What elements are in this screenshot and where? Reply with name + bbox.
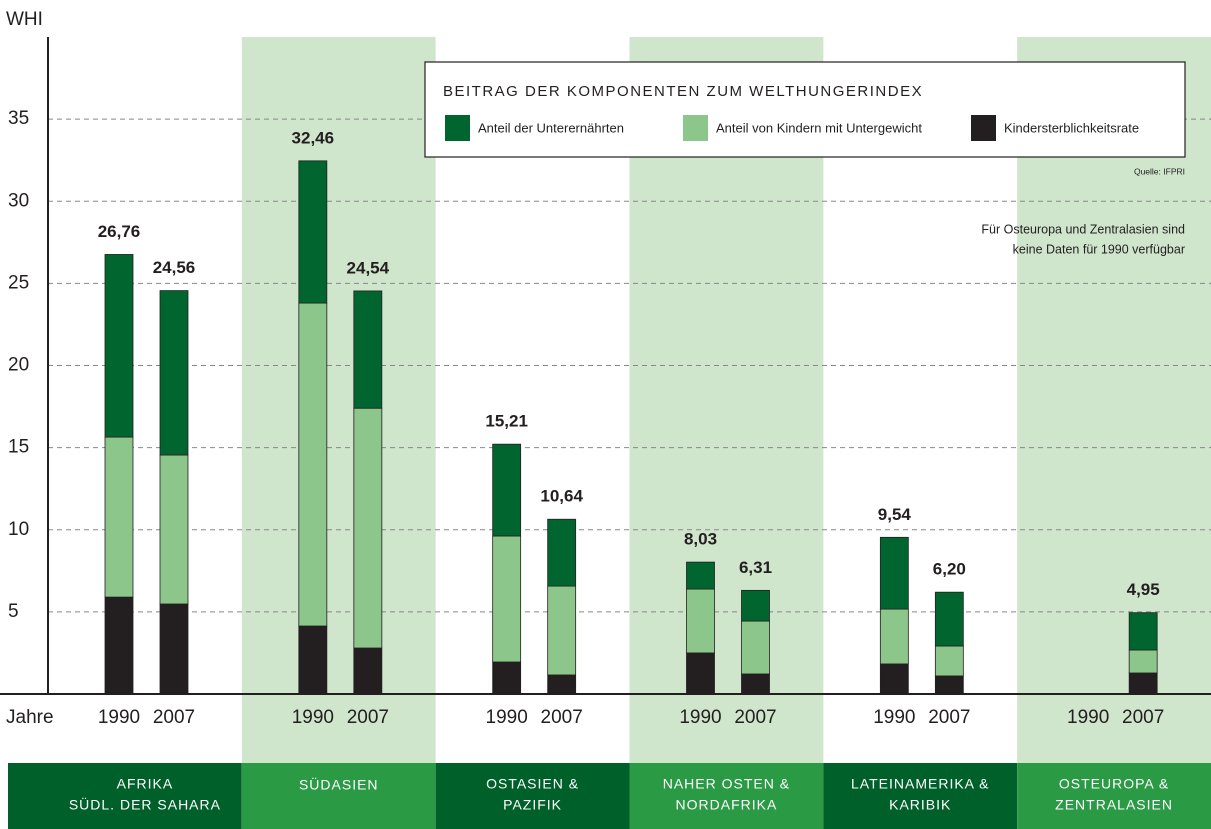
region-label: ZENTRALASIEN xyxy=(1055,797,1173,813)
x-axis-label: Jahre xyxy=(6,707,54,728)
value-label: 6,31 xyxy=(739,558,772,577)
bar-segment xyxy=(741,673,770,695)
value-label: 15,21 xyxy=(485,412,528,431)
y-tick-label: 35 xyxy=(8,108,29,129)
bar-segment xyxy=(104,596,134,695)
bar-segment xyxy=(1128,612,1158,651)
y-tick-label: 30 xyxy=(8,190,29,211)
x-tick-label: 1990 xyxy=(98,707,140,728)
region-label: OSTASIEN & xyxy=(486,776,579,792)
x-tick-label: 1990 xyxy=(1067,707,1109,728)
group-band xyxy=(629,37,824,829)
bar-segment xyxy=(298,160,328,304)
value-label: 26,76 xyxy=(98,222,141,241)
x-tick-label: 2007 xyxy=(928,707,970,728)
legend-title: BEITRAG DER KOMPONENTEN ZUM WELTHUNGERIN… xyxy=(443,83,923,100)
bar-segment xyxy=(159,603,189,695)
y-tick-label: 10 xyxy=(8,519,29,540)
bar-segment xyxy=(879,663,909,695)
bar-segment xyxy=(159,290,189,456)
region-label: OSTEUROPA & xyxy=(1059,776,1169,792)
bar-segment xyxy=(104,254,134,438)
bar-segment xyxy=(492,535,522,663)
group-band xyxy=(241,37,436,829)
region-strip xyxy=(629,763,824,829)
bar-segment xyxy=(686,588,715,654)
x-tick-label: 2007 xyxy=(347,707,389,728)
value-label: 4,95 xyxy=(1127,580,1160,599)
legend-label: Anteil von Kindern mit Untergewicht xyxy=(716,120,922,135)
legend-swatch xyxy=(971,115,996,141)
region-strip xyxy=(823,763,1018,829)
x-tick-label: 1990 xyxy=(679,707,721,728)
value-label: 24,56 xyxy=(153,258,196,277)
region-label: LATEINAMERIKA & xyxy=(851,776,989,792)
region-label: NORDAFRIKA xyxy=(676,797,778,813)
bar-segment xyxy=(879,536,909,610)
bar-segment xyxy=(686,561,715,590)
bar-segment xyxy=(741,589,770,622)
bar-segment xyxy=(492,443,522,537)
note: Für Osteuropa und Zentralasien sind xyxy=(981,222,1185,236)
bar-segment xyxy=(353,407,383,649)
bar-segment xyxy=(879,608,909,665)
region-label: AFRIKA xyxy=(117,776,174,792)
region-label: PAZIFIK xyxy=(503,797,562,813)
bar-segment xyxy=(298,625,328,695)
value-label: 9,54 xyxy=(878,505,912,524)
region-strip xyxy=(435,763,630,829)
region-label: SÜDASIEN xyxy=(299,776,379,793)
x-tick-label: 1990 xyxy=(873,707,915,728)
bar-segment xyxy=(934,675,964,695)
x-tick-label: 1990 xyxy=(292,707,334,728)
source: Quelle: IFPRI xyxy=(1134,166,1185,176)
x-tick-label: 2007 xyxy=(734,707,776,728)
bar-segment xyxy=(547,518,577,587)
bar-segment xyxy=(547,674,577,695)
group-band xyxy=(1017,37,1211,829)
value-label: 32,46 xyxy=(292,128,335,147)
note: keine Daten für 1990 verfügbar xyxy=(1013,242,1185,256)
y-tick-label: 15 xyxy=(8,437,29,458)
region-strip xyxy=(241,763,436,829)
bar-segment xyxy=(492,661,522,695)
value-label: 24,54 xyxy=(347,258,390,277)
value-label: 10,64 xyxy=(540,487,583,506)
bar-segment xyxy=(353,290,383,409)
y-tick-label: 5 xyxy=(8,601,19,622)
legend-label: Anteil der Unterernährten xyxy=(478,120,624,135)
region-label: KARIBIK xyxy=(889,797,951,813)
legend-label: Kindersterblichkeitsrate xyxy=(1004,120,1139,135)
y-tick-label: 25 xyxy=(8,272,29,293)
y-tick-label: 20 xyxy=(8,355,29,376)
bar-segment xyxy=(1128,649,1158,674)
bar-segment xyxy=(1128,672,1158,695)
y-axis-label: WHI xyxy=(6,9,43,30)
region-strip xyxy=(8,763,242,829)
bar-segment xyxy=(934,591,964,647)
bar-segment xyxy=(934,645,964,677)
bar-segment xyxy=(741,620,770,675)
legend-box xyxy=(424,61,1186,158)
legend-swatch xyxy=(445,115,470,141)
region-strip xyxy=(1017,763,1211,829)
region-label: SÜDL. DER SAHARA xyxy=(69,796,221,813)
value-label: 8,03 xyxy=(684,530,717,549)
region-label: NAHER OSTEN & xyxy=(663,776,790,792)
bar-segment xyxy=(547,585,577,676)
x-tick-label: 2007 xyxy=(153,707,195,728)
bar-segment xyxy=(298,302,328,627)
bar-segment xyxy=(159,454,189,605)
bar-segment xyxy=(686,652,715,695)
bar-segment xyxy=(104,436,134,598)
x-tick-label: 2007 xyxy=(1122,707,1164,728)
background xyxy=(8,37,1211,829)
bar-segment xyxy=(353,647,383,695)
value-label: 6,20 xyxy=(933,560,966,579)
legend-swatch xyxy=(683,115,708,141)
x-tick-label: 1990 xyxy=(486,707,528,728)
x-tick-label: 2007 xyxy=(541,707,583,728)
